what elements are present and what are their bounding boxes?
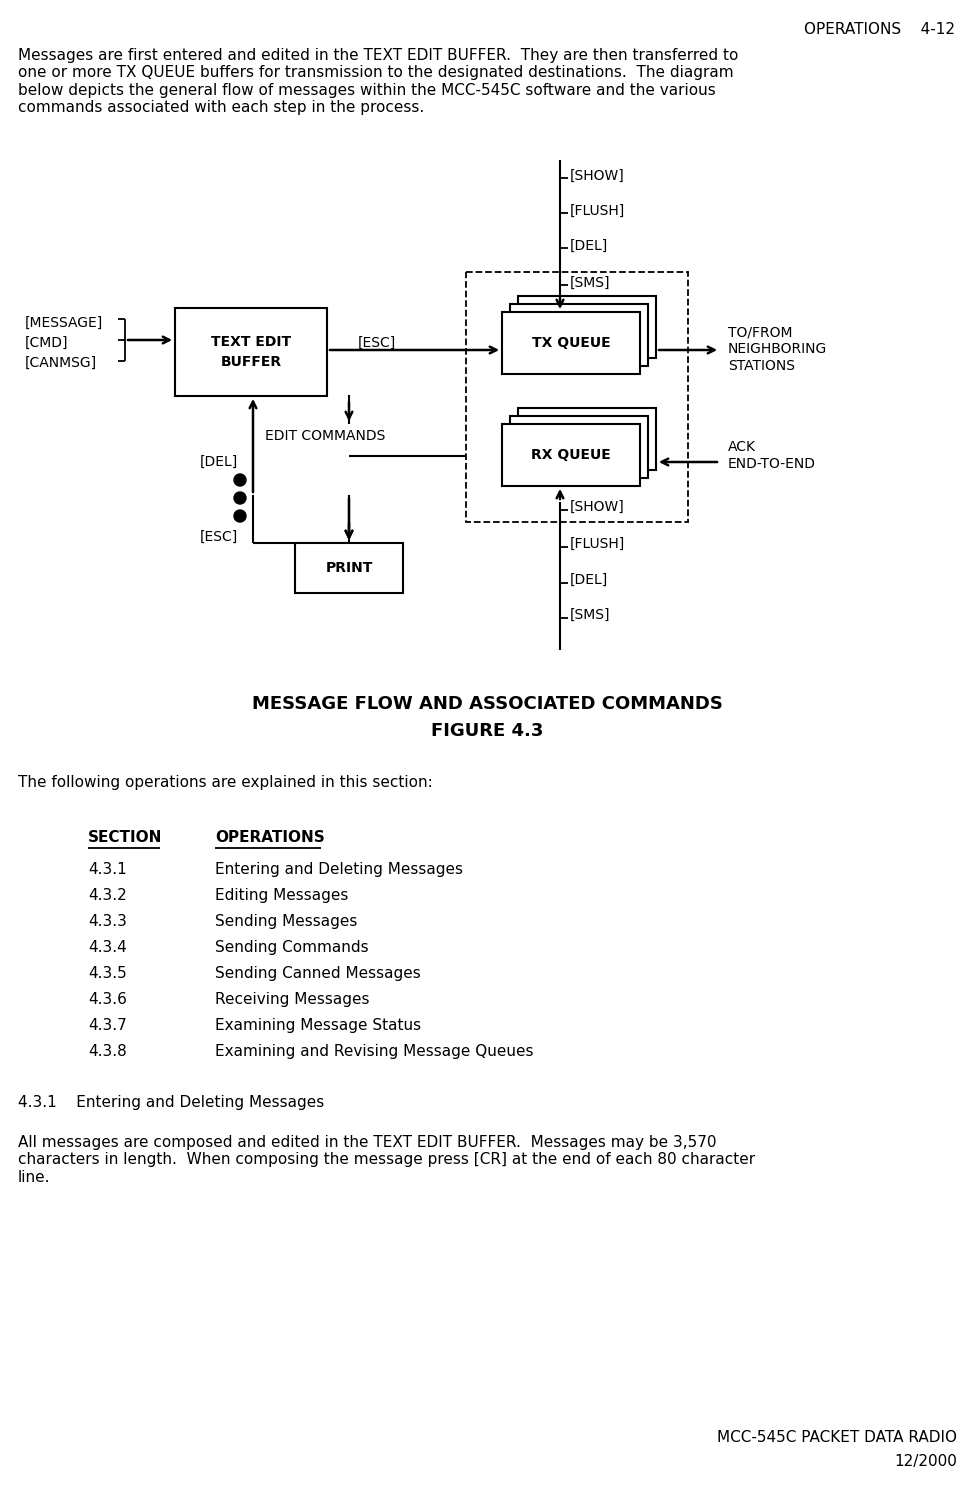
Bar xyxy=(295,543,403,594)
Text: BUFFER: BUFFER xyxy=(220,356,282,369)
Text: END-TO-END: END-TO-END xyxy=(728,457,816,472)
Text: RX QUEUE: RX QUEUE xyxy=(531,448,611,461)
Text: [FLUSH]: [FLUSH] xyxy=(570,537,625,551)
Text: Messages are first entered and edited in the TEXT EDIT BUFFER.  They are then tr: Messages are first entered and edited in… xyxy=(18,48,738,115)
Text: [SMS]: [SMS] xyxy=(570,609,610,622)
Bar xyxy=(175,308,327,396)
Text: TEXT EDIT: TEXT EDIT xyxy=(211,335,292,350)
Text: Sending Commands: Sending Commands xyxy=(215,940,369,955)
Text: The following operations are explained in this section:: The following operations are explained i… xyxy=(18,775,433,790)
Text: TX QUEUE: TX QUEUE xyxy=(531,336,610,350)
Text: STATIONS: STATIONS xyxy=(728,359,795,373)
Text: 4.3.5: 4.3.5 xyxy=(88,966,127,981)
Text: 4.3.1: 4.3.1 xyxy=(88,862,127,876)
Text: MESSAGE FLOW AND ASSOCIATED COMMANDS: MESSAGE FLOW AND ASSOCIATED COMMANDS xyxy=(252,695,722,713)
Bar xyxy=(502,424,640,487)
Text: [MESSAGE]: [MESSAGE] xyxy=(25,315,103,330)
Text: [FLUSH]: [FLUSH] xyxy=(570,204,625,219)
Text: TO/FROM: TO/FROM xyxy=(728,324,793,339)
Circle shape xyxy=(234,510,246,522)
Text: Examining and Revising Message Queues: Examining and Revising Message Queues xyxy=(215,1045,533,1059)
Text: EDIT COMMANDS: EDIT COMMANDS xyxy=(265,429,385,443)
Bar xyxy=(518,408,656,470)
Text: MCC-545C PACKET DATA RADIO: MCC-545C PACKET DATA RADIO xyxy=(717,1430,957,1445)
Text: 4.3.3: 4.3.3 xyxy=(88,914,127,929)
Bar xyxy=(510,417,648,478)
Text: 12/2000: 12/2000 xyxy=(894,1454,957,1469)
Text: 4.3.2: 4.3.2 xyxy=(88,888,127,903)
Text: Entering and Deleting Messages: Entering and Deleting Messages xyxy=(215,862,463,876)
Bar xyxy=(502,312,640,373)
Text: Sending Messages: Sending Messages xyxy=(215,914,358,929)
Bar xyxy=(510,304,648,366)
Text: All messages are composed and edited in the TEXT EDIT BUFFER.  Messages may be 3: All messages are composed and edited in … xyxy=(18,1135,755,1184)
Circle shape xyxy=(234,493,246,504)
Text: 4.3.7: 4.3.7 xyxy=(88,1018,127,1033)
Text: Editing Messages: Editing Messages xyxy=(215,888,348,903)
Text: 4.3.4: 4.3.4 xyxy=(88,940,127,955)
Text: [SHOW]: [SHOW] xyxy=(570,500,625,513)
Text: PRINT: PRINT xyxy=(326,561,372,574)
Text: SECTION: SECTION xyxy=(88,830,163,845)
Text: 4.3.8: 4.3.8 xyxy=(88,1045,127,1059)
Text: Examining Message Status: Examining Message Status xyxy=(215,1018,421,1033)
Text: OPERATIONS: OPERATIONS xyxy=(215,830,325,845)
Text: [SHOW]: [SHOW] xyxy=(570,170,625,183)
Text: OPERATIONS    4-12: OPERATIONS 4-12 xyxy=(804,22,955,37)
Text: [DEL]: [DEL] xyxy=(570,240,608,253)
Circle shape xyxy=(234,475,246,487)
Text: 4.3.1    Entering and Deleting Messages: 4.3.1 Entering and Deleting Messages xyxy=(18,1095,325,1110)
Text: Sending Canned Messages: Sending Canned Messages xyxy=(215,966,421,981)
Text: [DEL]: [DEL] xyxy=(200,455,238,469)
Text: [SMS]: [SMS] xyxy=(570,275,610,290)
Text: FIGURE 4.3: FIGURE 4.3 xyxy=(431,722,543,740)
Text: [DEL]: [DEL] xyxy=(570,573,608,586)
Text: NEIGHBORING: NEIGHBORING xyxy=(728,342,827,356)
Text: [ESC]: [ESC] xyxy=(358,336,396,350)
Text: 4.3.6: 4.3.6 xyxy=(88,992,127,1007)
Bar xyxy=(466,272,688,522)
Text: [CANMSG]: [CANMSG] xyxy=(25,356,98,371)
Text: [ESC]: [ESC] xyxy=(200,530,238,545)
Text: Receiving Messages: Receiving Messages xyxy=(215,992,370,1007)
Bar xyxy=(518,296,656,359)
Text: ACK: ACK xyxy=(728,440,756,454)
Text: [CMD]: [CMD] xyxy=(25,336,68,350)
